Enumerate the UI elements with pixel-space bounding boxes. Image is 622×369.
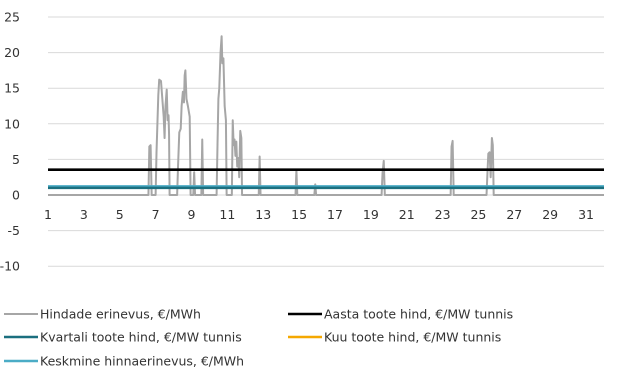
legend-item: Aasta toote hind, €/MW tunnis xyxy=(288,307,513,322)
x-tick-label: 19 xyxy=(363,207,379,222)
legend: Hindade erinevus, €/MWh Aasta toote hind,… xyxy=(4,307,513,369)
x-tick-label: 7 xyxy=(152,207,160,222)
legend-label: Kvartali toote hind, €/MW tunnis xyxy=(40,330,242,345)
legend-item: Keskmine hinnaerinevus, €/MWh xyxy=(4,354,244,369)
legend-label: Aasta toote hind, €/MW tunnis xyxy=(324,307,513,322)
x-tick-label: 31 xyxy=(578,207,594,222)
y-tick-label: 0 xyxy=(12,188,20,203)
x-tick-label: 25 xyxy=(470,207,486,222)
x-tick-label: 29 xyxy=(542,207,558,222)
series-line xyxy=(48,35,604,196)
x-tick-label: 13 xyxy=(255,207,271,222)
x-tick-label: 11 xyxy=(219,207,235,222)
x-tick-label: 5 xyxy=(116,207,124,222)
y-tick-label: 10 xyxy=(4,116,20,131)
y-tick-label: -10 xyxy=(0,259,20,274)
y-tick-label: 5 xyxy=(12,152,20,167)
legend-label: Keskmine hinnaerinevus, €/MWh xyxy=(40,354,244,369)
series-lines xyxy=(48,35,604,196)
x-tick-label: 21 xyxy=(399,207,415,222)
x-tick-label: 1 xyxy=(44,207,52,222)
y-tick-label: 25 xyxy=(4,10,20,25)
y-tick-label: 20 xyxy=(4,45,20,60)
x-tick-label: 23 xyxy=(435,207,451,222)
y-tick-label: 15 xyxy=(4,81,20,96)
x-tick-label: 3 xyxy=(80,207,88,222)
x-tick-label: 9 xyxy=(188,207,196,222)
x-tick-label: 27 xyxy=(506,207,522,222)
legend-label: Kuu toote hind, €/MW tunnis xyxy=(324,330,501,345)
x-tick-label: 15 xyxy=(291,207,307,222)
legend-item: Kvartali toote hind, €/MW tunnis xyxy=(4,330,242,345)
y-axis: 25 20 15 10 5 0 -5 -10 xyxy=(0,10,20,274)
y-tick-label: -5 xyxy=(8,223,20,238)
legend-item: Kuu toote hind, €/MW tunnis xyxy=(288,330,501,345)
x-axis: 1 3 5 7 9 11 13 15 17 19 21 23 25 27 29 31 xyxy=(44,207,594,222)
gridlines xyxy=(48,16,604,267)
legend-item: Hindade erinevus, €/MWh xyxy=(4,307,201,322)
legend-label: Hindade erinevus, €/MWh xyxy=(40,307,201,322)
x-tick-label: 17 xyxy=(327,207,343,222)
